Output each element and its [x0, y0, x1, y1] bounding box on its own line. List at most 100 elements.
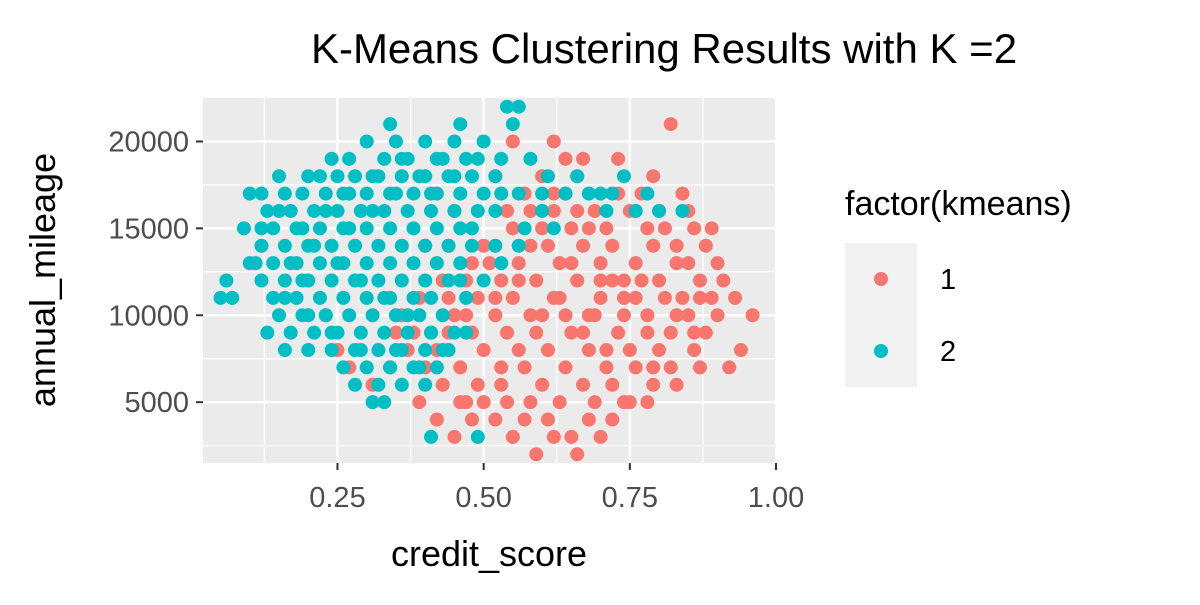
data-point-cluster-2 — [652, 203, 667, 218]
data-point-cluster-1 — [710, 256, 725, 271]
data-point-cluster-2 — [523, 151, 538, 166]
data-point-cluster-2 — [605, 186, 620, 201]
data-point-cluster-2 — [377, 151, 392, 166]
data-point-cluster-2 — [476, 273, 491, 288]
data-point-cluster-2 — [301, 169, 316, 184]
data-point-cluster-1 — [488, 412, 503, 427]
data-point-cluster-1 — [587, 203, 602, 218]
data-point-cluster-2 — [447, 203, 462, 218]
data-point-cluster-1 — [470, 377, 485, 392]
data-point-cluster-2 — [312, 169, 327, 184]
data-point-cluster-1 — [669, 308, 684, 323]
legend-label-1: 1 — [940, 264, 956, 296]
data-point-cluster-2 — [371, 377, 386, 392]
data-point-cluster-2 — [318, 203, 333, 218]
data-point-cluster-1 — [494, 360, 509, 375]
data-point-cluster-2 — [383, 360, 398, 375]
data-point-cluster-1 — [570, 447, 585, 462]
data-point-cluster-1 — [511, 273, 526, 288]
data-point-cluster-2 — [511, 238, 526, 253]
data-point-cluster-1 — [669, 377, 684, 392]
data-point-cluster-1 — [698, 238, 713, 253]
data-point-cluster-1 — [593, 290, 608, 305]
data-point-cluster-1 — [622, 343, 637, 358]
data-point-cluster-1 — [692, 273, 707, 288]
data-point-cluster-2 — [348, 238, 363, 253]
data-point-cluster-1 — [517, 360, 532, 375]
x-axis-title: credit_score — [391, 533, 587, 574]
data-points — [213, 99, 760, 462]
data-point-cluster-2 — [295, 221, 310, 236]
legend-label-2: 2 — [940, 336, 956, 368]
data-point-cluster-1 — [675, 290, 690, 305]
data-point-cluster-1 — [505, 221, 520, 236]
data-point-cluster-2 — [394, 273, 409, 288]
data-point-cluster-1 — [523, 203, 538, 218]
data-point-cluster-2 — [424, 186, 439, 201]
data-point-cluster-1 — [412, 395, 427, 410]
data-point-cluster-2 — [289, 290, 304, 305]
data-point-cluster-1 — [505, 429, 520, 444]
data-point-cluster-1 — [616, 395, 631, 410]
data-point-cluster-2 — [225, 290, 240, 305]
data-point-cluster-1 — [704, 290, 719, 305]
data-point-cluster-1 — [628, 290, 643, 305]
data-point-cluster-2 — [359, 186, 374, 201]
data-point-cluster-2 — [330, 203, 345, 218]
data-point-cluster-2 — [400, 308, 415, 323]
data-point-cluster-1 — [681, 308, 696, 323]
data-point-cluster-1 — [605, 377, 620, 392]
data-point-cluster-1 — [581, 221, 596, 236]
data-point-cluster-2 — [517, 221, 532, 236]
data-point-cluster-1 — [564, 429, 579, 444]
data-point-cluster-2 — [295, 273, 310, 288]
data-point-cluster-2 — [394, 377, 409, 392]
data-point-cluster-1 — [593, 429, 608, 444]
data-point-cluster-2 — [494, 151, 509, 166]
data-point-cluster-1 — [593, 273, 608, 288]
data-point-cluster-2 — [494, 186, 509, 201]
data-point-cluster-2 — [359, 360, 374, 375]
data-point-cluster-2 — [266, 221, 281, 236]
data-point-cluster-2 — [365, 169, 380, 184]
data-point-cluster-1 — [722, 360, 737, 375]
data-point-cluster-2 — [272, 308, 287, 323]
data-point-cluster-2 — [453, 256, 468, 271]
data-point-cluster-1 — [576, 151, 591, 166]
data-point-cluster-2 — [283, 325, 298, 340]
data-point-cluster-1 — [464, 412, 479, 427]
data-point-cluster-1 — [505, 134, 520, 149]
data-point-cluster-1 — [546, 186, 561, 201]
data-point-cluster-1 — [640, 221, 655, 236]
data-point-cluster-2 — [459, 325, 474, 340]
data-point-cluster-2 — [242, 186, 257, 201]
data-point-cluster-2 — [640, 186, 655, 201]
data-point-cluster-2 — [283, 256, 298, 271]
data-point-cluster-2 — [459, 151, 474, 166]
y-tick-label: 15000 — [108, 213, 189, 245]
data-point-cluster-2 — [377, 203, 392, 218]
data-point-cluster-2 — [295, 186, 310, 201]
data-point-cluster-1 — [663, 117, 678, 132]
data-point-cluster-2 — [236, 221, 251, 236]
data-point-cluster-2 — [464, 221, 479, 236]
data-point-cluster-2 — [353, 343, 368, 358]
data-point-cluster-2 — [260, 203, 275, 218]
y-tick-label: 10000 — [108, 300, 189, 332]
data-point-cluster-1 — [687, 325, 702, 340]
data-point-cluster-2 — [324, 151, 339, 166]
data-point-cluster-2 — [418, 343, 433, 358]
legend-key-1 — [874, 272, 888, 286]
data-point-cluster-1 — [587, 395, 602, 410]
data-point-cluster-2 — [318, 308, 333, 323]
data-point-cluster-1 — [646, 360, 661, 375]
data-point-cluster-1 — [716, 273, 731, 288]
data-point-cluster-1 — [505, 290, 520, 305]
data-point-cluster-2 — [342, 151, 357, 166]
data-point-cluster-1 — [529, 273, 544, 288]
data-point-cluster-2 — [312, 290, 327, 305]
data-point-cluster-1 — [698, 325, 713, 340]
data-point-cluster-1 — [441, 290, 456, 305]
data-point-cluster-2 — [505, 117, 520, 132]
data-point-cluster-2 — [406, 186, 421, 201]
